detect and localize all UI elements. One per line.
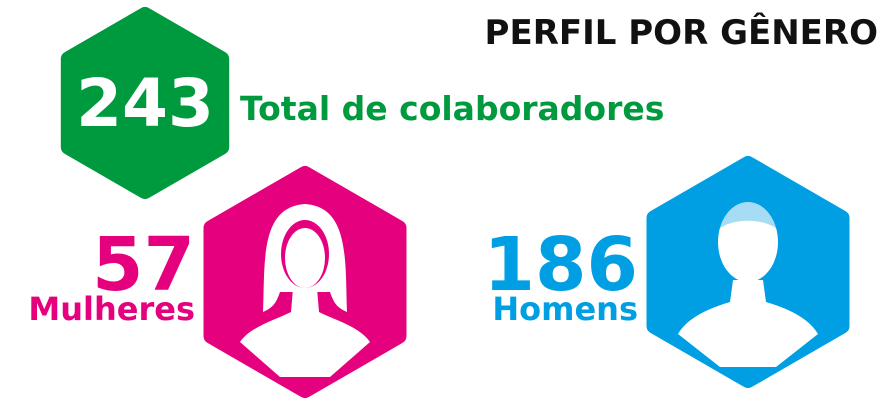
total-hexagon — [60, 7, 230, 199]
total-value: 243 — [76, 65, 214, 142]
total-label: Total de colaboradores — [240, 89, 664, 128]
title: PERFIL POR GÊNERO — [485, 12, 878, 53]
woman-icon — [240, 204, 370, 377]
women-label: Mulheres — [28, 290, 195, 328]
women-value: 57 — [92, 222, 195, 308]
man-icon — [678, 202, 818, 367]
men-label: Homens — [492, 290, 638, 328]
men-value: 186 — [484, 222, 638, 308]
